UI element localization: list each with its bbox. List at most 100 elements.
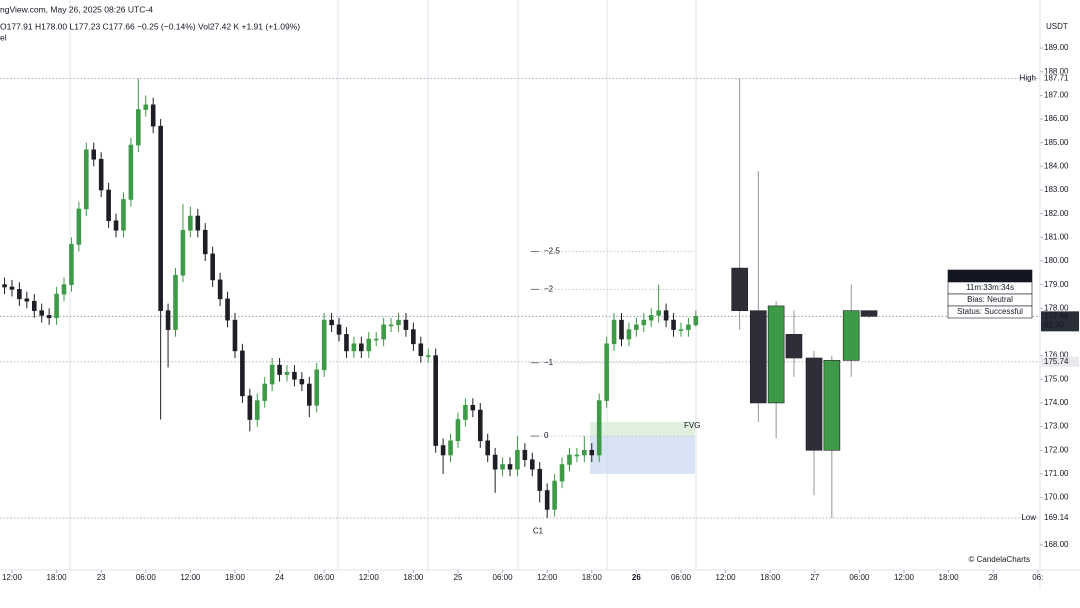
candle-body — [247, 395, 253, 420]
candle-body — [106, 189, 111, 222]
candle-body — [113, 220, 119, 231]
last-price-box — [1041, 311, 1079, 332]
candle-body — [336, 324, 342, 335]
candle-body — [284, 371, 290, 375]
candle-body — [210, 253, 215, 281]
candle-body — [582, 449, 587, 456]
candle-body — [2, 284, 7, 288]
candle-body — [686, 324, 691, 330]
y-tick-label: 188.00 — [1044, 67, 1069, 76]
fib-label: −2 — [544, 284, 554, 293]
candle-body — [202, 229, 208, 255]
candle-body — [604, 343, 609, 401]
candle-label: C1 — [533, 527, 544, 536]
candle-body — [567, 454, 572, 465]
candle-body — [232, 319, 238, 352]
candle-body — [433, 355, 438, 446]
candle-body — [574, 454, 580, 457]
low-value: 169.14 — [1044, 513, 1069, 522]
candle-body — [671, 319, 676, 330]
level-value: 175.74 — [1044, 357, 1069, 366]
x-tick-label: 06:00 — [671, 573, 692, 582]
x-tick-label: 23 — [97, 573, 106, 582]
candle-body — [663, 310, 669, 321]
candle-body — [217, 279, 223, 300]
candle-body — [411, 329, 416, 345]
candle-body — [195, 215, 201, 231]
y-tick-label: 186.00 — [1044, 114, 1069, 123]
y-tick-label: 173.00 — [1044, 422, 1069, 431]
high-value: 187.71 — [1044, 74, 1069, 83]
candle-body — [823, 360, 841, 451]
candle-body — [314, 369, 320, 406]
y-tick-label: 187.00 — [1044, 90, 1069, 99]
candle-body — [507, 464, 513, 470]
candle-body — [269, 364, 275, 385]
y-tick-label: 179.00 — [1044, 280, 1069, 289]
last-price-value: 177.66 — [1044, 311, 1069, 320]
session-lines — [69, 0, 697, 570]
candle-body — [731, 267, 748, 311]
candle-body — [440, 445, 446, 456]
candle-body — [373, 338, 379, 341]
candle-body — [54, 293, 59, 319]
candle-body — [262, 383, 268, 401]
candle-body — [619, 319, 624, 340]
candle-body — [143, 104, 149, 110]
x-tick-label: 18:00 — [582, 573, 603, 582]
high-label: High — [1020, 74, 1036, 83]
candle-body — [351, 343, 357, 352]
candle-body — [448, 440, 453, 456]
candle-body — [17, 289, 22, 300]
candle-body — [321, 319, 327, 371]
y-tick-label: 181.00 — [1044, 232, 1069, 241]
candle-body — [626, 329, 632, 340]
x-tick-label: 12:00 — [894, 573, 915, 582]
y-tick-label: 171.00 — [1044, 469, 1069, 478]
x-tick-label: 18:00 — [47, 573, 68, 582]
x-tick-label: 24 — [275, 573, 284, 582]
level-box — [1041, 356, 1079, 367]
candle-body — [150, 104, 156, 127]
candle-body — [455, 419, 461, 442]
candle-body — [596, 400, 602, 456]
y-tick-label: 185.00 — [1044, 138, 1069, 147]
candle-body — [552, 480, 557, 510]
y-tick-label: 168.00 — [1044, 540, 1069, 549]
x-tick-label: 12:00 — [2, 573, 23, 582]
candle-body — [46, 315, 52, 319]
table-text: Bias: Neutral — [967, 295, 1013, 304]
indicator-name: el — [0, 32, 7, 42]
candle-body — [589, 449, 595, 456]
candle-body — [656, 310, 661, 316]
candle-body — [359, 343, 364, 352]
table-text: Status: Successful — [957, 307, 1023, 316]
candle-body — [173, 274, 178, 330]
x-tick-label: 25 — [454, 573, 463, 582]
candle-body — [136, 109, 141, 146]
x-tick-label: 12:00 — [537, 573, 558, 582]
countdown: 03:30 — [1044, 320, 1065, 329]
candle-body — [537, 468, 543, 491]
x-tick-label: 28 — [989, 573, 998, 582]
y-tick-label: 184.00 — [1044, 161, 1069, 170]
y-tick-label: 178.00 — [1044, 303, 1069, 312]
candle-body — [381, 324, 386, 340]
candle-body — [500, 464, 505, 470]
candle-body — [611, 319, 617, 345]
candle-body — [254, 400, 260, 420]
x-tick-label: 18:00 — [939, 573, 960, 582]
candle-body — [240, 350, 245, 397]
x-tick-label: 12:00 — [716, 573, 737, 582]
candle-body — [61, 284, 67, 295]
candle-body — [329, 319, 334, 326]
x-tick-label: 18:00 — [760, 573, 781, 582]
candle-body — [9, 286, 15, 290]
candle-body — [463, 405, 468, 420]
fvg-label: FVG — [684, 421, 700, 430]
candle-body — [292, 371, 297, 380]
x-tick-label: 06:00 — [493, 573, 514, 582]
y-tick-label: 175.00 — [1044, 374, 1069, 383]
candle-body — [485, 440, 491, 456]
